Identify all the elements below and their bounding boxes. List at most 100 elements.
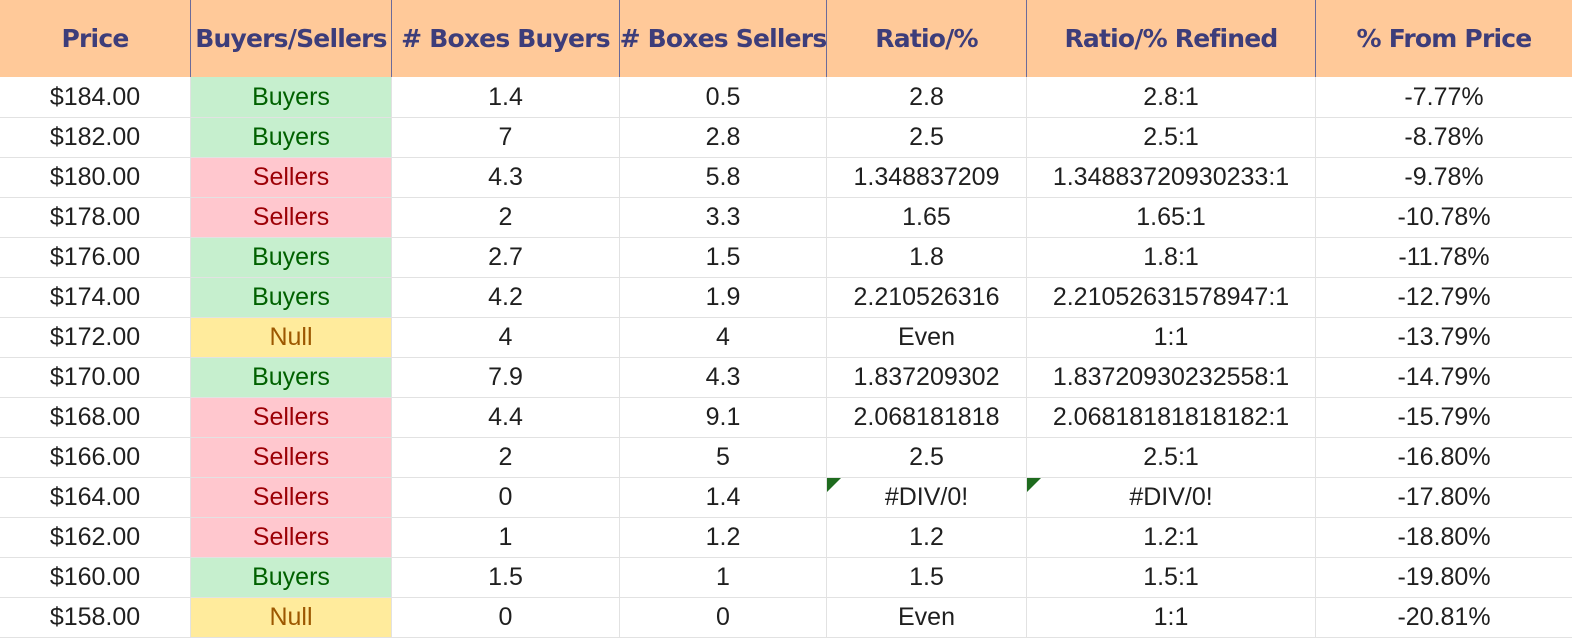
side-cell[interactable]: Sellers xyxy=(191,518,392,557)
side-cell[interactable]: Buyers xyxy=(191,278,392,317)
ratio-cell[interactable]: #DIV/0! xyxy=(827,478,1027,517)
side-cell[interactable]: Null xyxy=(191,318,392,357)
error-indicator-icon[interactable] xyxy=(827,478,841,492)
column-header-boxes-buyers[interactable]: # Boxes Buyers xyxy=(392,0,620,77)
boxes-sellers-cell[interactable]: 1.4 xyxy=(620,478,827,517)
from-price-cell[interactable]: -17.80% xyxy=(1397,483,1491,511)
ratio-refined-cell[interactable]: 2.5:1 xyxy=(1027,118,1316,157)
boxes-sellers-cell[interactable]: 2.8 xyxy=(620,118,827,157)
side-cell[interactable]: Sellers xyxy=(191,398,392,437)
boxes-sellers-cell[interactable]: 3.3 xyxy=(620,198,827,237)
boxes-buyers-cell[interactable]: 1.5 xyxy=(392,558,620,597)
price-cell[interactable]: $170.00 xyxy=(0,358,191,397)
boxes-buyers-cell[interactable]: 0 xyxy=(392,478,620,517)
price-cell[interactable]: $166.00 xyxy=(0,438,191,477)
side-cell[interactable]: Buyers xyxy=(191,118,392,157)
price-cell[interactable]: $184.00 xyxy=(0,77,191,117)
ratio-refined-cell[interactable]: 1.65:1 xyxy=(1027,198,1316,237)
side-cell[interactable]: Null xyxy=(191,598,392,637)
boxes-sellers-cell[interactable]: 4 xyxy=(620,318,827,357)
side-cell[interactable]: Sellers xyxy=(191,438,392,477)
boxes-sellers-cell[interactable]: 1.2 xyxy=(620,518,827,557)
boxes-sellers-cell[interactable]: 5 xyxy=(620,438,827,477)
ratio-cell[interactable]: 2.5 xyxy=(827,118,1027,157)
ratio-refined-cell[interactable]: 2.21052631578947:1 xyxy=(1027,278,1316,317)
boxes-buyers-cell[interactable]: 7.9 xyxy=(392,358,620,397)
boxes-sellers-cell[interactable]: 0 xyxy=(620,598,827,637)
column-header-buyers-sellers[interactable]: Buyers/Sellers xyxy=(191,0,392,77)
from-price-cell[interactable]: -14.79% xyxy=(1397,363,1491,391)
ratio-cell[interactable]: 2.8 xyxy=(827,77,1027,117)
ratio-cell[interactable]: 1.348837209 xyxy=(827,158,1027,197)
price-cell[interactable]: $176.00 xyxy=(0,238,191,277)
from-price-cell[interactable]: -16.80% xyxy=(1397,443,1491,471)
boxes-buyers-cell[interactable]: 4.2 xyxy=(392,278,620,317)
ratio-cell[interactable]: Even xyxy=(827,598,1027,637)
ratio-refined-cell[interactable]: 2.8:1 xyxy=(1027,77,1316,117)
ratio-refined-cell[interactable]: 1.2:1 xyxy=(1027,518,1316,557)
from-price-cell[interactable]: -19.80% xyxy=(1397,563,1491,591)
price-cell[interactable]: $178.00 xyxy=(0,198,191,237)
boxes-buyers-cell[interactable]: 0 xyxy=(392,598,620,637)
boxes-buyers-cell[interactable]: 7 xyxy=(392,118,620,157)
side-cell[interactable]: Sellers xyxy=(191,198,392,237)
from-price-cell[interactable]: -12.79% xyxy=(1397,283,1491,311)
ratio-cell[interactable]: 1.2 xyxy=(827,518,1027,557)
price-cell[interactable]: $182.00 xyxy=(0,118,191,157)
ratio-refined-cell[interactable]: 1.83720930232558:1 xyxy=(1027,358,1316,397)
price-cell[interactable]: $162.00 xyxy=(0,518,191,557)
side-cell[interactable]: Buyers xyxy=(191,238,392,277)
price-cell[interactable]: $180.00 xyxy=(0,158,191,197)
boxes-sellers-cell[interactable]: 1.9 xyxy=(620,278,827,317)
ratio-cell[interactable]: 1.65 xyxy=(827,198,1027,237)
from-price-cell[interactable]: -20.81% xyxy=(1397,603,1491,631)
ratio-refined-cell[interactable]: 1.34883720930233:1 xyxy=(1027,158,1316,197)
ratio-cell[interactable]: 2.210526316 xyxy=(827,278,1027,317)
boxes-buyers-cell[interactable]: 2 xyxy=(392,438,620,477)
column-header-boxes-sellers[interactable]: # Boxes Sellers xyxy=(620,0,827,77)
ratio-cell[interactable]: 1.8 xyxy=(827,238,1027,277)
ratio-refined-cell[interactable]: 1.8:1 xyxy=(1027,238,1316,277)
from-price-cell[interactable]: -18.80% xyxy=(1397,523,1491,551)
price-cell[interactable]: $160.00 xyxy=(0,558,191,597)
from-price-cell[interactable]: -9.78% xyxy=(1404,163,1484,191)
from-price-cell[interactable]: -8.78% xyxy=(1404,123,1484,151)
ratio-cell[interactable]: 2.068181818 xyxy=(827,398,1027,437)
from-price-cell[interactable]: -15.79% xyxy=(1397,403,1491,431)
error-indicator-icon[interactable] xyxy=(1027,478,1041,492)
boxes-buyers-cell[interactable]: 1.4 xyxy=(392,77,620,117)
side-cell[interactable]: Buyers xyxy=(191,77,392,117)
from-price-cell[interactable]: -13.79% xyxy=(1397,323,1491,351)
price-cell[interactable]: $168.00 xyxy=(0,398,191,437)
ratio-refined-cell[interactable]: 1:1 xyxy=(1027,598,1316,637)
boxes-buyers-cell[interactable]: 2.7 xyxy=(392,238,620,277)
price-cell[interactable]: $174.00 xyxy=(0,278,191,317)
from-price-cell[interactable]: -11.78% xyxy=(1398,243,1490,271)
boxes-sellers-cell[interactable]: 9.1 xyxy=(620,398,827,437)
ratio-cell[interactable]: 2.5 xyxy=(827,438,1027,477)
price-cell[interactable]: $164.00 xyxy=(0,478,191,517)
boxes-sellers-cell[interactable]: 5.8 xyxy=(620,158,827,197)
boxes-buyers-cell[interactable]: 2 xyxy=(392,198,620,237)
ratio-cell[interactable]: 1.837209302 xyxy=(827,358,1027,397)
ratio-refined-cell[interactable]: 2.06818181818182:1 xyxy=(1027,398,1316,437)
ratio-cell[interactable]: Even xyxy=(827,318,1027,357)
boxes-sellers-cell[interactable]: 0.5 xyxy=(620,77,827,117)
boxes-buyers-cell[interactable]: 4.4 xyxy=(392,398,620,437)
boxes-sellers-cell[interactable]: 4.3 xyxy=(620,358,827,397)
side-cell[interactable]: Sellers xyxy=(191,158,392,197)
ratio-refined-cell[interactable]: 2.5:1 xyxy=(1027,438,1316,477)
price-cell[interactable]: $158.00 xyxy=(0,598,191,637)
from-price-cell[interactable]: -7.77% xyxy=(1404,82,1484,111)
ratio-refined-cell[interactable]: 1:1 xyxy=(1027,318,1316,357)
boxes-buyers-cell[interactable]: 4.3 xyxy=(392,158,620,197)
column-header-from-price[interactable]: % From Price xyxy=(1356,24,1533,53)
boxes-sellers-cell[interactable]: 1 xyxy=(620,558,827,597)
side-cell[interactable]: Sellers xyxy=(191,478,392,517)
from-price-cell[interactable]: -10.78% xyxy=(1397,203,1491,231)
side-cell[interactable]: Buyers xyxy=(191,558,392,597)
boxes-buyers-cell[interactable]: 4 xyxy=(392,318,620,357)
column-header-ratio[interactable]: Ratio/% xyxy=(827,0,1027,77)
boxes-sellers-cell[interactable]: 1.5 xyxy=(620,238,827,277)
ratio-refined-cell[interactable]: #DIV/0! xyxy=(1027,478,1316,517)
